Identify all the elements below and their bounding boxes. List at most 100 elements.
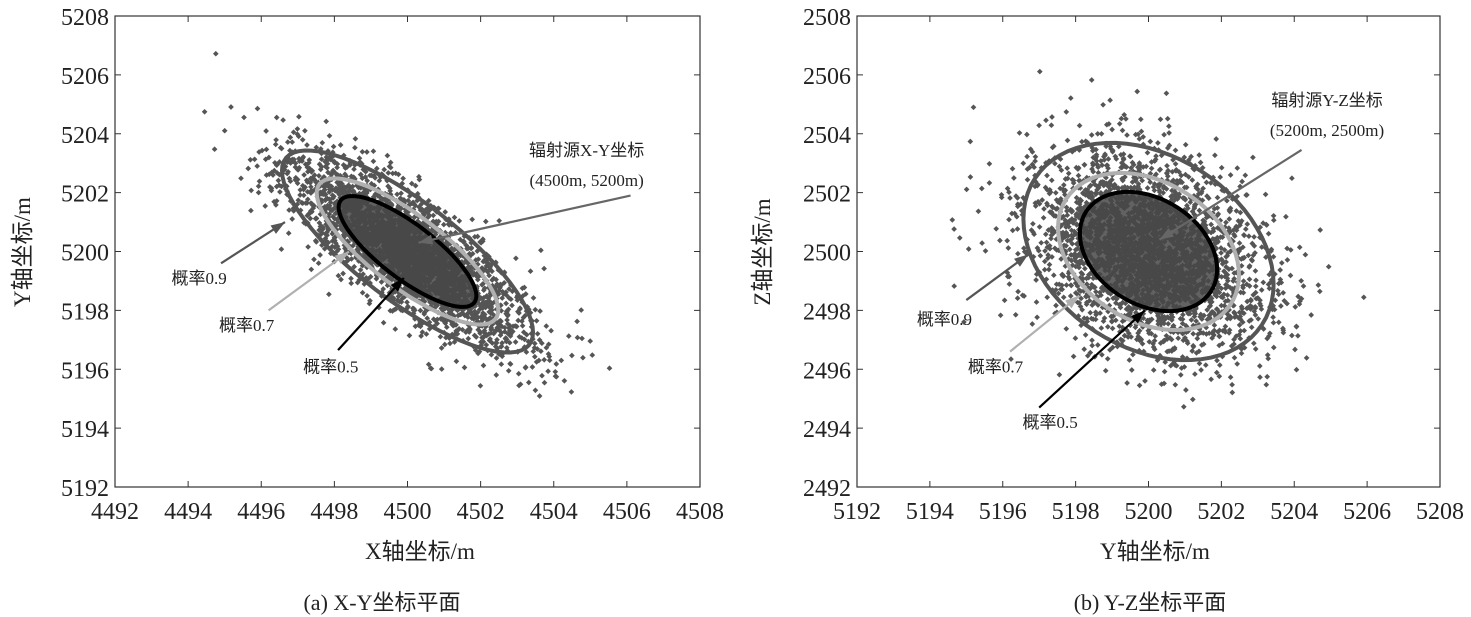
scatter-point — [1283, 213, 1289, 220]
scatter-point — [364, 149, 370, 155]
scatter-point — [580, 354, 586, 361]
scatter-point — [1053, 302, 1059, 309]
scatter-point — [477, 382, 484, 389]
scatter-point — [277, 189, 283, 195]
scatter-point — [541, 265, 547, 272]
scatter-point — [469, 216, 476, 223]
scatter-point — [1293, 366, 1300, 373]
scatter-point — [221, 127, 228, 134]
scatter-point — [1116, 120, 1123, 127]
scatter-point — [1060, 182, 1067, 188]
scatter-point — [606, 365, 613, 372]
scatter-point — [1072, 335, 1079, 342]
scatter-point — [1119, 127, 1126, 134]
scatter-point — [1104, 323, 1111, 330]
scatter-point — [241, 114, 247, 121]
scatter-point — [530, 295, 537, 301]
scatter-point — [305, 244, 311, 250]
scatter-point — [553, 361, 560, 367]
scatter-point — [438, 366, 445, 372]
scatter-point — [1009, 165, 1016, 172]
scatter-point — [1302, 251, 1309, 258]
scatter-point — [506, 339, 513, 346]
scatter-point — [565, 333, 572, 339]
scatter-point — [254, 105, 261, 112]
scatter-point — [256, 178, 263, 185]
scatter-point — [1011, 175, 1017, 181]
x-tick-label: 4504 — [530, 499, 578, 525]
scatter-point — [1252, 283, 1259, 290]
scatter-point — [1050, 272, 1057, 279]
scatter-point — [385, 170, 392, 176]
scatter-point — [587, 338, 594, 344]
scatter-point — [318, 156, 325, 163]
scatter-point — [1094, 342, 1101, 348]
scatter-point — [997, 237, 1003, 244]
scatter-point — [417, 307, 424, 314]
scatter-point — [1190, 330, 1197, 337]
scatter-point — [289, 216, 296, 222]
scatter-point — [512, 339, 519, 345]
scatter-point — [1049, 114, 1055, 120]
scatter-point — [312, 237, 319, 244]
scatter-point — [569, 352, 575, 359]
scatter-point — [532, 387, 539, 394]
scatter-point — [1107, 97, 1113, 104]
scatter-point — [338, 276, 344, 283]
scatter-point — [1250, 340, 1257, 347]
scatter-point — [1070, 353, 1077, 360]
scatter-point — [297, 187, 304, 193]
scatter-point — [330, 143, 337, 150]
scatter-point — [1063, 109, 1070, 115]
scatter-point — [1260, 279, 1267, 286]
scatter-point — [1089, 342, 1096, 349]
x-tick-label: 4506 — [603, 499, 651, 525]
scatter-point — [352, 135, 359, 142]
scatter-point — [1142, 378, 1148, 384]
scatter-point — [319, 139, 326, 146]
scatter-point — [461, 364, 468, 371]
scatter-point — [1252, 346, 1259, 352]
annotation-arrow — [337, 277, 405, 351]
scatter-point — [1109, 325, 1116, 332]
scatter-point — [313, 215, 320, 222]
scatter-point — [275, 177, 282, 184]
scatter-point — [247, 156, 254, 163]
scatter-point — [483, 342, 490, 348]
scatter-point — [404, 299, 410, 306]
scatter-point — [1044, 294, 1051, 301]
scatter-point — [1216, 362, 1223, 368]
scatter-point — [986, 180, 993, 186]
y-tick-label: 5200 — [61, 241, 109, 267]
scatter-point — [532, 306, 539, 313]
scatter-point — [1006, 281, 1013, 287]
scatter-point — [304, 142, 310, 148]
scatter-point — [262, 203, 269, 209]
scatter-point — [380, 319, 387, 326]
scatter-point — [1236, 240, 1243, 246]
scatter-point — [212, 50, 219, 57]
scatter-point — [294, 131, 301, 138]
scatter-point — [536, 393, 543, 399]
scatter-point — [1315, 282, 1322, 288]
scatter-point — [543, 344, 550, 351]
scatter-point — [348, 280, 355, 287]
scatter-point — [1265, 230, 1272, 237]
x-tick-label: 4492 — [91, 499, 139, 525]
scatter-point — [1148, 165, 1155, 172]
scatter-point — [1030, 220, 1036, 227]
scatter-point — [307, 215, 314, 222]
scatter-point — [1075, 172, 1082, 179]
scatter-point — [537, 308, 543, 314]
scatter-point — [456, 218, 463, 224]
scatter-point — [516, 333, 523, 340]
scatter-point — [1292, 304, 1299, 310]
scatter-point — [1278, 303, 1284, 309]
y-tick-label: 5196 — [61, 358, 109, 384]
scatter-point — [1004, 237, 1011, 244]
scatter-point — [284, 170, 291, 177]
scatter-point — [1234, 165, 1241, 171]
scatter-point — [1014, 295, 1021, 302]
scatter-point — [400, 175, 406, 182]
annotation-arrow — [267, 250, 350, 312]
